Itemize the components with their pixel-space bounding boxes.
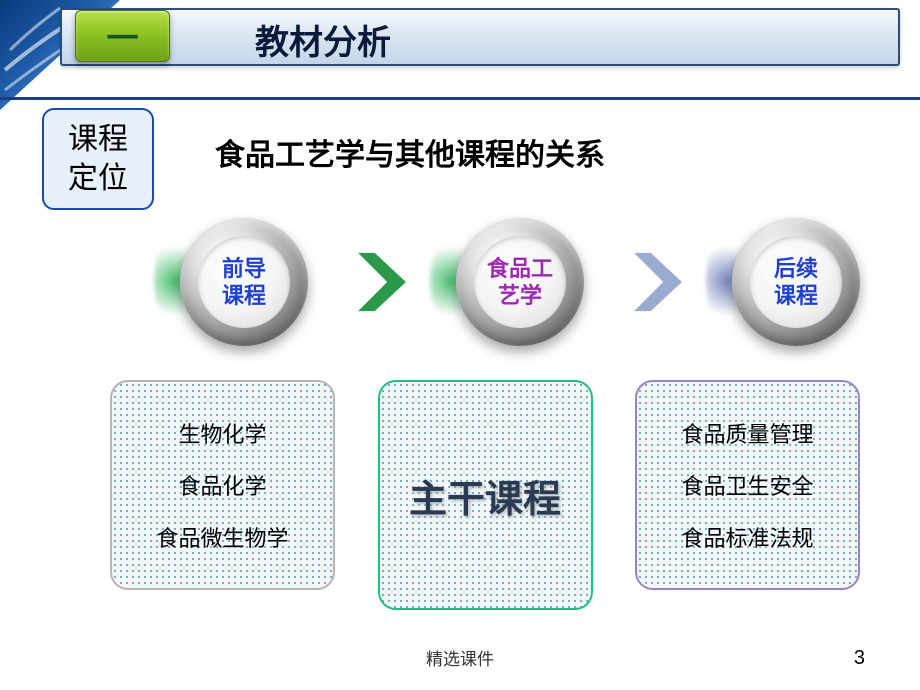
flow-node-label: 后续 课程 <box>774 255 818 310</box>
course-item: 食品质量管理 <box>681 417 813 449</box>
flow-node-followup: 后续 课程 <box>732 218 860 346</box>
section-number-badge: 一 <box>75 10 170 62</box>
page-number: 3 <box>854 647 865 670</box>
flow-node-label: 食品工 艺学 <box>487 255 553 310</box>
course-item: 食品化学 <box>178 469 266 501</box>
header-title: 教材分析 <box>255 15 391 64</box>
course-item: 食品微生物学 <box>156 521 288 553</box>
flow-node-main: 食品工 艺学 <box>456 218 584 346</box>
course-item: 食品标准法规 <box>681 521 813 553</box>
flow-node-label: 前导 课程 <box>222 255 266 310</box>
chevron-icon <box>632 250 684 314</box>
header-bar <box>60 8 900 66</box>
course-item: 生物化学 <box>178 417 266 449</box>
course-item: 食品卫生安全 <box>681 469 813 501</box>
course-boxes-row: 生物化学 食品化学 食品微生物学 主干课程 食品质量管理 食品卫生安全 食品标准… <box>110 380 860 610</box>
footer-text: 精选课件 <box>426 645 494 670</box>
flow-node-prereq: 前导 课程 <box>180 218 308 346</box>
divider-line <box>0 97 920 100</box>
course-position-box: 课程 定位 <box>42 108 154 210</box>
chevron-icon <box>356 250 408 314</box>
prereq-courses-box: 生物化学 食品化学 食品微生物学 <box>110 380 335 590</box>
course-position-label: 课程 定位 <box>68 120 128 198</box>
subtitle: 食品工艺学与其他课程的关系 <box>215 130 605 174</box>
followup-courses-box: 食品质量管理 食品卫生安全 食品标准法规 <box>635 380 860 590</box>
main-course-label: 主干课程 <box>409 468 561 523</box>
flow-diagram: 前导 课程 食品工 艺学 后续 课程 <box>180 222 860 342</box>
main-course-box: 主干课程 <box>378 380 593 610</box>
